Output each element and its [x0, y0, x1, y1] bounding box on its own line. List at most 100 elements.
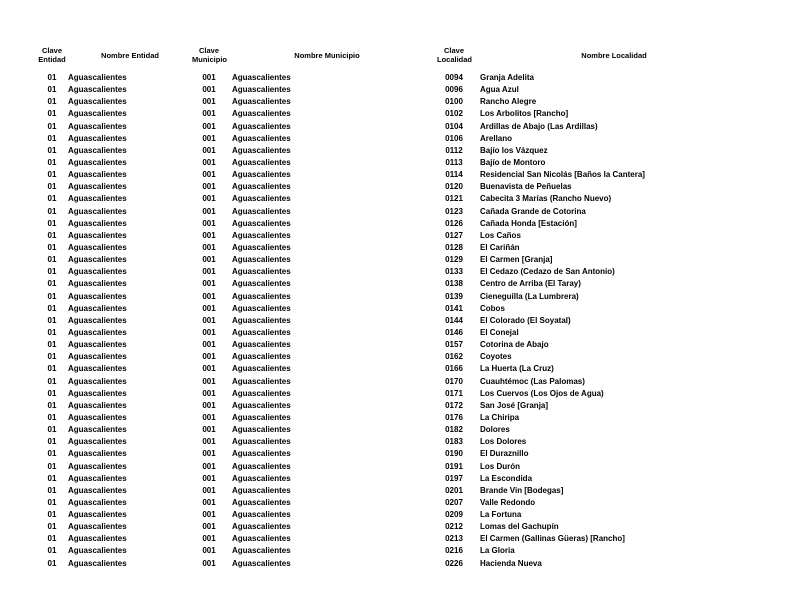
cell-clave-entidad: 01 — [47, 73, 57, 82]
cell-clave-localidad: 0141 — [445, 303, 463, 313]
table-row: 01 Aguascalientes 001 Aguascalientes 020… — [38, 485, 752, 497]
table-row: 01 Aguascalientes 001 Aguascalientes 010… — [38, 121, 752, 133]
cell-nombre-localidad: Ardillas de Abajo (Las Ardillas) — [480, 121, 598, 131]
cell-clave-entidad: 01 — [47, 388, 57, 398]
cell-nombre-entidad: Aguascalientes — [68, 340, 127, 350]
cell-nombre-entidad: Aguascalientes — [68, 145, 127, 155]
cell-nombre-entidad: Aguascalientes — [68, 170, 127, 180]
cell-nombre-localidad: La Chiripa — [480, 412, 520, 422]
cell-nombre-municipio: Aguascalientes — [232, 437, 291, 447]
cell-clave-localidad: 0128 — [445, 242, 463, 252]
cell-clave-municipio: 001 — [202, 303, 216, 313]
cell-clave-entidad: 01 — [47, 303, 57, 313]
cell-clave-municipio: 001 — [202, 473, 216, 483]
cell-nombre-entidad: Aguascalientes — [68, 497, 127, 507]
cell-nombre-localidad: San José [Granja] — [480, 400, 549, 410]
cell-nombre-entidad: Aguascalientes — [68, 279, 127, 289]
cell-nombre-localidad: Residencial San Nicolás [Baños la Canter… — [480, 170, 645, 180]
cell-clave-entidad: 01 — [47, 400, 57, 410]
cell-nombre-localidad: Rancho Alegre — [480, 97, 537, 107]
cell-clave-entidad: 01 — [47, 194, 57, 204]
cell-clave-localidad: 0176 — [445, 412, 463, 422]
cell-clave-entidad: 01 — [47, 327, 57, 337]
cell-clave-municipio: 001 — [202, 194, 216, 204]
cell-nombre-entidad: Aguascalientes — [68, 522, 127, 532]
cell-nombre-entidad: Aguascalientes — [68, 315, 127, 325]
table-row: 01 Aguascalientes 001 Aguascalientes 014… — [38, 315, 752, 327]
cell-nombre-municipio: Aguascalientes — [232, 388, 291, 398]
cell-nombre-municipio: Aguascalientes — [232, 461, 291, 471]
cell-clave-entidad: 01 — [47, 546, 57, 556]
cell-nombre-entidad: Aguascalientes — [68, 437, 127, 447]
cell-clave-entidad: 01 — [47, 461, 57, 471]
cell-nombre-municipio: Aguascalientes — [232, 157, 291, 167]
cell-clave-municipio: 001 — [202, 546, 216, 556]
cell-nombre-municipio: Aguascalientes — [232, 497, 291, 507]
cell-clave-localidad: 0146 — [445, 327, 463, 337]
cell-nombre-entidad: Aguascalientes — [68, 388, 127, 398]
cell-nombre-entidad: Aguascalientes — [68, 121, 127, 131]
table-row: 01 Aguascalientes 001 Aguascalientes 014… — [38, 303, 752, 315]
cell-nombre-municipio: Aguascalientes — [232, 425, 291, 435]
cell-clave-municipio: 001 — [202, 510, 216, 520]
cell-clave-entidad: 01 — [47, 425, 57, 435]
cell-clave-localidad: 0138 — [445, 279, 463, 289]
cell-clave-localidad: 0207 — [445, 497, 463, 507]
cell-clave-entidad: 01 — [47, 145, 57, 155]
table-row: 01 Aguascalientes 001 Aguascalientes 009… — [38, 72, 752, 84]
cell-nombre-entidad: Aguascalientes — [68, 267, 127, 277]
table-row: 01 Aguascalientes 001 Aguascalientes 015… — [38, 339, 752, 351]
table-row: 01 Aguascalientes 001 Aguascalientes 016… — [38, 363, 752, 375]
cell-clave-localidad: 0216 — [445, 546, 463, 556]
cell-clave-municipio: 001 — [202, 400, 216, 410]
cell-nombre-municipio: Aguascalientes — [232, 218, 291, 228]
cell-clave-localidad: 0121 — [445, 194, 463, 204]
cell-clave-municipio: 001 — [202, 461, 216, 471]
cell-clave-municipio: 001 — [202, 388, 216, 398]
cell-clave-municipio: 001 — [202, 291, 216, 301]
cell-clave-localidad: 0201 — [445, 485, 463, 495]
cell-clave-localidad: 0162 — [445, 352, 463, 362]
table-row: 01 Aguascalientes 001 Aguascalientes 012… — [38, 218, 752, 230]
cell-clave-localidad: 0106 — [445, 133, 463, 143]
cell-clave-entidad: 01 — [47, 85, 57, 95]
cell-clave-localidad: 0139 — [445, 291, 463, 301]
cell-nombre-localidad: El Colorado (El Soyatal) — [480, 315, 571, 325]
cell-nombre-municipio: Aguascalientes — [232, 267, 291, 277]
cell-nombre-localidad: Los Cuervos (Los Ojos de Agua) — [480, 388, 604, 398]
cell-clave-municipio: 001 — [202, 425, 216, 435]
header-clave-localidad: Clave Localidad — [430, 46, 478, 64]
table-row: 01 Aguascalientes 001 Aguascalientes 012… — [38, 193, 752, 205]
cell-clave-municipio: 001 — [202, 327, 216, 337]
cell-clave-localidad: 0127 — [445, 230, 463, 240]
cell-clave-municipio: 001 — [202, 242, 216, 252]
cell-clave-municipio: 001 — [202, 182, 216, 192]
cell-clave-municipio: 001 — [202, 497, 216, 507]
cell-clave-municipio: 001 — [202, 145, 216, 155]
cell-nombre-municipio: Aguascalientes — [232, 279, 291, 289]
cell-clave-localidad: 0171 — [445, 388, 463, 398]
table-row: 01 Aguascalientes 001 Aguascalientes 013… — [38, 266, 752, 278]
cell-clave-localidad: 0182 — [445, 425, 463, 435]
table-row: 01 Aguascalientes 001 Aguascalientes 018… — [38, 436, 752, 448]
cell-clave-localidad: 0102 — [445, 109, 463, 119]
cell-nombre-localidad: El Duraznillo — [480, 449, 529, 459]
cell-nombre-municipio: Aguascalientes — [232, 242, 291, 252]
cell-clave-municipio: 001 — [202, 364, 216, 374]
cell-nombre-municipio: Aguascalientes — [232, 121, 291, 131]
cell-clave-localidad: 0123 — [445, 206, 463, 216]
cell-nombre-localidad: Cañada Grande de Cotorina — [480, 206, 586, 216]
table-row: 01 Aguascalientes 001 Aguascalientes 017… — [38, 400, 752, 412]
cell-clave-entidad: 01 — [47, 255, 57, 265]
table-row: 01 Aguascalientes 001 Aguascalientes 021… — [38, 545, 752, 557]
cell-nombre-entidad: Aguascalientes — [68, 546, 127, 556]
cell-nombre-municipio: Aguascalientes — [232, 327, 291, 337]
table-row: 01 Aguascalientes 001 Aguascalientes 021… — [38, 521, 752, 533]
cell-nombre-municipio: Aguascalientes — [232, 400, 291, 410]
table-row: 01 Aguascalientes 001 Aguascalientes 010… — [38, 96, 752, 108]
cell-nombre-municipio: Aguascalientes — [232, 534, 291, 544]
table-row: 01 Aguascalientes 001 Aguascalientes 012… — [38, 206, 752, 218]
cell-nombre-entidad: Aguascalientes — [68, 425, 127, 435]
cell-clave-entidad: 01 — [47, 218, 57, 228]
cell-nombre-entidad: Aguascalientes — [68, 400, 127, 410]
